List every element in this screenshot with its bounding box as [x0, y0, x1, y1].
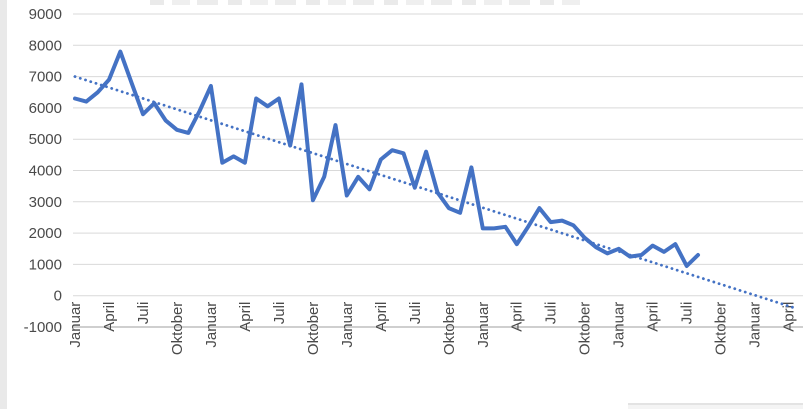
y-axis-tick-label: 6000: [29, 100, 62, 117]
left-edge-band: [0, 0, 7, 409]
y-axis-tick-label: 8000: [29, 37, 62, 54]
x-axis-tick-label: April: [101, 302, 118, 332]
x-axis-tick-label: Januar: [339, 302, 356, 348]
series-line: [73, 49, 700, 268]
x-axis-tick-label: April: [645, 302, 662, 332]
x-axis-tick-label: Oktober: [441, 302, 458, 355]
x-axis-tick-label: Januar: [475, 302, 492, 348]
y-axis-tick-label: 7000: [29, 69, 62, 86]
y-axis-tick-label: 4000: [29, 163, 62, 180]
x-axis-tick-label: Januar: [203, 302, 220, 348]
y-axis-tick-label: -1000: [24, 319, 62, 336]
x-axis-tick-label: Juli: [543, 302, 560, 325]
x-axis-tick-label: Oktober: [305, 302, 322, 355]
x-axis-tick-label: Oktober: [169, 302, 186, 355]
y-axis-tick-label: 3000: [29, 194, 62, 211]
x-axis-tick-label: Januar: [611, 302, 628, 348]
x-axis-tick-label: Juli: [679, 302, 696, 325]
x-axis-tick-label: April: [237, 302, 254, 332]
y-axis-tick-label: 5000: [29, 131, 62, 148]
cropped-element-edge: [628, 403, 803, 409]
cropped-title-remnant: [150, 0, 580, 5]
x-axis-tick-label: April: [509, 302, 526, 332]
x-axis-tick-label: April: [373, 302, 390, 332]
y-axis-tick-label: 0: [54, 288, 62, 305]
x-axis-tick-label: Januar: [747, 302, 764, 348]
y-axis-tick-label: 2000: [29, 225, 62, 242]
y-axis-tick-label: 1000: [29, 256, 62, 273]
x-axis-tick-label: April: [781, 302, 798, 332]
trendline: [73, 75, 797, 310]
x-axis-tick-label: Juli: [407, 302, 424, 325]
x-axis-tick-label: Juli: [271, 302, 288, 325]
x-axis-tick-label: Oktober: [713, 302, 730, 355]
x-axis-tick-label: Januar: [67, 302, 84, 348]
x-axis-tick-label: Juli: [135, 302, 152, 325]
y-axis-tick-label: 9000: [29, 6, 62, 23]
x-axis-tick-label: Oktober: [577, 302, 594, 355]
